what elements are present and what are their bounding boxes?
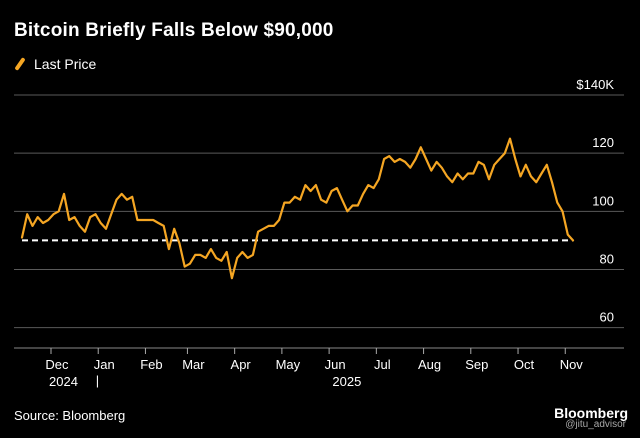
x-tick-label: May	[276, 357, 301, 372]
y-tick-label: $140K	[576, 77, 614, 92]
price-line	[20, 137, 575, 280]
x-tick-label: Mar	[182, 357, 205, 372]
x-tick-label: Aug	[418, 357, 441, 372]
x-tick-label: Jun	[325, 357, 346, 372]
x-tick-label: Dec	[45, 357, 69, 372]
year-separator: |	[96, 373, 99, 388]
year-label: 2025	[332, 374, 361, 389]
x-tick-label: Jan	[94, 357, 115, 372]
x-tick-label: Apr	[231, 357, 252, 372]
legend-label: Last Price	[34, 56, 97, 72]
x-tick-label: Jul	[374, 357, 391, 372]
year-label: 2024	[49, 374, 78, 389]
bloomberg-logo: Bloomberg	[554, 405, 628, 421]
x-tick-label: Feb	[140, 357, 162, 372]
watermark: @jitu_advisor	[565, 419, 626, 430]
x-tick-label: Sep	[465, 357, 488, 372]
chart-title: Bitcoin Briefly Falls Below $90,000	[14, 20, 334, 41]
x-tick-label: Oct	[514, 357, 535, 372]
y-tick-label: 120	[592, 135, 614, 150]
y-tick-label: 80	[600, 251, 614, 266]
legend: Last Price	[14, 56, 96, 72]
y-tick-label: 100	[592, 193, 614, 208]
x-tick-label: Nov	[560, 357, 584, 372]
source-note: Source: Bloomberg	[14, 408, 126, 423]
y-tick-label: 60	[600, 310, 614, 325]
